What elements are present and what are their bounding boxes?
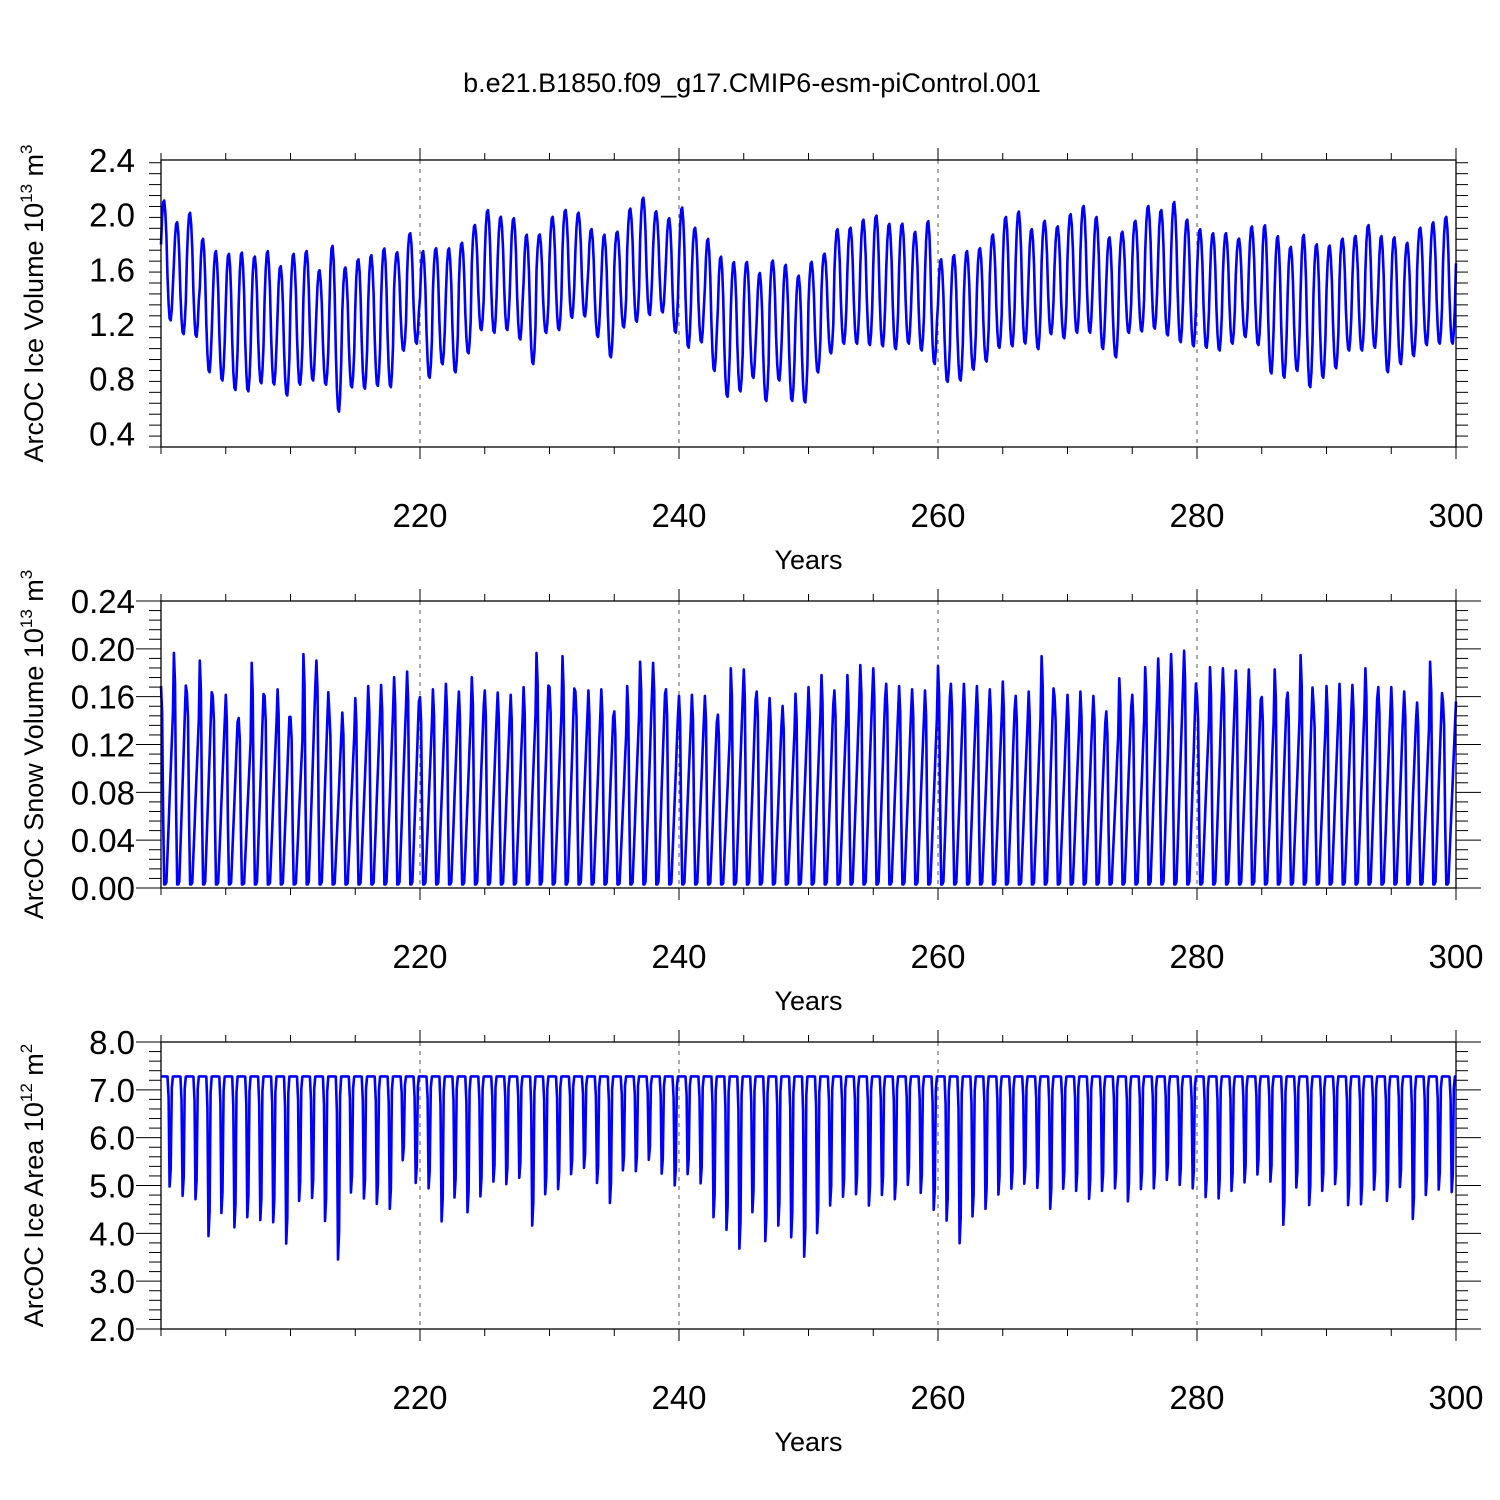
y-tick-label: 2.0 [89, 1311, 135, 1348]
x-tick-label: 220 [392, 1379, 447, 1416]
y-tick-label: 0.20 [71, 631, 135, 668]
x-tick-label: 240 [651, 1379, 706, 1416]
y-tick-label: 1.6 [89, 251, 135, 288]
y-tick-label: 0.24 [71, 583, 135, 620]
y-tick-label: 8.0 [89, 1024, 135, 1061]
x-tick-label: 240 [651, 497, 706, 534]
series-line-ice-volume [159, 196, 1458, 413]
y-tick-label: 0.12 [71, 727, 135, 764]
y-tick-label: 5.0 [89, 1168, 135, 1205]
y-tick-label: 4.0 [89, 1215, 135, 1252]
x-tick-label: 220 [392, 938, 447, 975]
x-tick-label: 260 [910, 938, 965, 975]
y-tick-label: 0.4 [89, 415, 135, 452]
panel-ice-area: 220 240 260 280 300 2.0 3.0 4.0 5.0 6.0 7.0 8.0 Year… [17, 1024, 1484, 1457]
x-tick-label: 300 [1428, 1379, 1483, 1416]
x-axis-label: Years [774, 545, 842, 575]
panel-ice-volume: 220 240 260 280 300 0.4 0.8 1.2 1.6 2.0 2.4 Years Ar… [17, 142, 1484, 575]
x-tick-label: 240 [651, 938, 706, 975]
x-axis-label: Years [774, 1427, 842, 1457]
y-tick-label: 6.0 [89, 1120, 135, 1157]
y-axis-label: ArcOC Ice Volume 1013 m3 [17, 144, 49, 462]
y-tick-label: 3.0 [89, 1263, 135, 1300]
series-line-ice-area [160, 1075, 1457, 1261]
y-axis-label: ArcOC Snow Volume 1013 m3 [17, 570, 49, 920]
x-axis-label: Years [774, 986, 842, 1016]
x-tick-label: 260 [910, 497, 965, 534]
x-tick-label: 280 [1169, 938, 1224, 975]
x-tick-label: 280 [1169, 1379, 1224, 1416]
series-line-snow-volume [159, 649, 1458, 886]
y-tick-label: 1.2 [89, 306, 135, 343]
y-tick-label: 0.00 [71, 870, 135, 907]
y-tick-label: 0.08 [71, 774, 135, 811]
x-tick-label: 220 [392, 497, 447, 534]
x-tick-label: 260 [910, 1379, 965, 1416]
x-tick-label: 300 [1428, 497, 1483, 534]
panels: 220 240 260 280 300 0.4 0.8 1.2 1.6 2.0 2.4 Years Ar… [17, 142, 1484, 1457]
y-tick-label: 2.0 [89, 197, 135, 234]
y-tick-label: 2.4 [89, 142, 135, 179]
x-tick-label: 280 [1169, 497, 1224, 534]
plot-frame [160, 1041, 1457, 1330]
panel-snow-volume: 220 240 260 280 300 0.00 0.04 0.08 0.12 0.16 0.20 0… [17, 570, 1484, 1016]
y-tick-label: 0.8 [89, 361, 135, 398]
x-tick-label: 300 [1428, 938, 1483, 975]
y-tick-label: 7.0 [89, 1072, 135, 1109]
chart-title: b.e21.B1850.f09_g17.CMIP6-esm-piControl.… [463, 68, 1041, 98]
y-axis-label: ArcOC Ice Area 1012 m2 [17, 1044, 49, 1328]
y-tick-label: 0.16 [71, 679, 135, 716]
y-tick-label: 0.04 [71, 822, 135, 859]
